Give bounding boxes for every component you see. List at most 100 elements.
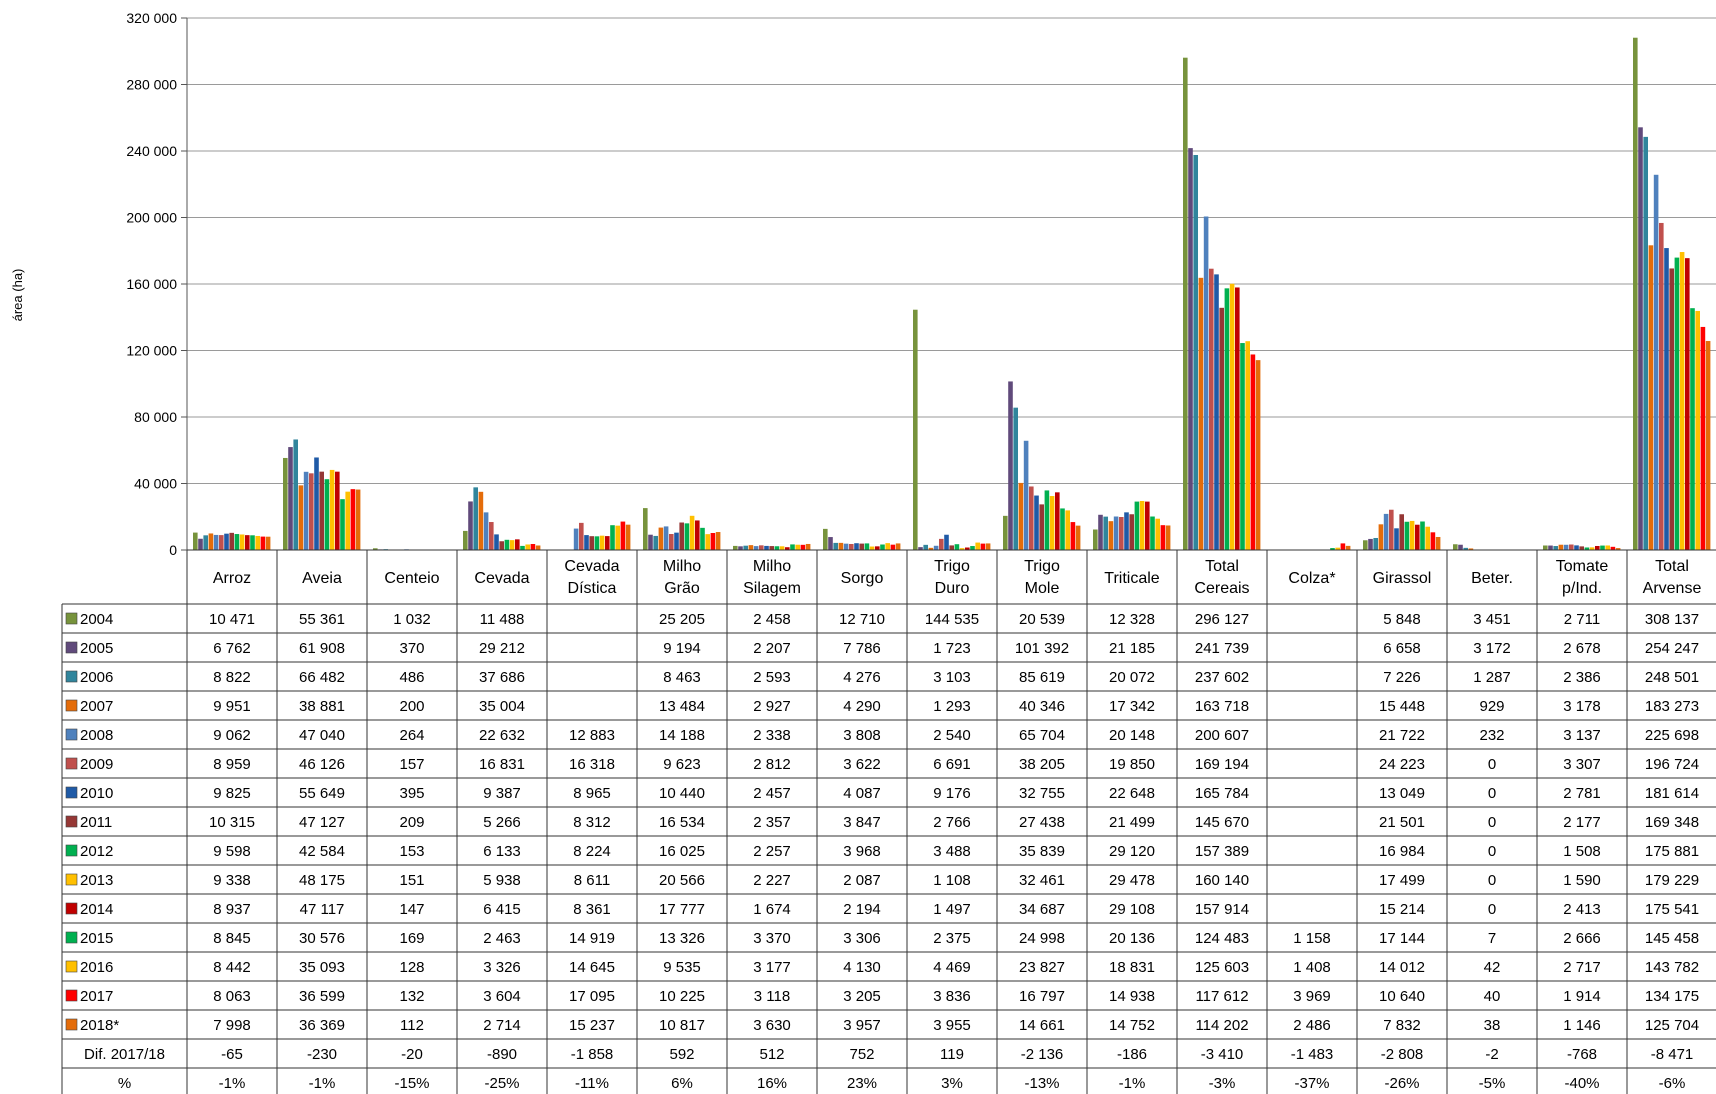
data-label: 8 312 — [573, 814, 611, 831]
bar — [1345, 545, 1351, 550]
bar — [520, 545, 525, 550]
data-label: 22 632 — [479, 727, 525, 744]
data-label: 486 — [399, 669, 424, 686]
data-label: 3 969 — [1293, 988, 1331, 1005]
data-label: 2 375 — [933, 930, 971, 947]
data-label: 3 103 — [933, 669, 971, 686]
bar — [1435, 536, 1441, 550]
data-label: 24 223 — [1379, 756, 1425, 773]
bar — [219, 535, 224, 550]
legend-key — [65, 960, 78, 973]
data-label: 14 752 — [1109, 1017, 1155, 1034]
bar — [970, 546, 975, 550]
row-label: % — [118, 1075, 131, 1092]
data-label: 3 306 — [843, 930, 881, 947]
data-label: 8 361 — [573, 901, 611, 918]
bar — [1368, 538, 1373, 550]
bar — [1659, 222, 1664, 550]
data-label: -186 — [1117, 1046, 1147, 1063]
bar — [1653, 174, 1659, 550]
data-label: -890 — [487, 1046, 517, 1063]
bar — [615, 525, 620, 550]
data-label: 13 484 — [659, 698, 705, 715]
category-label: Sorgo — [841, 570, 884, 587]
data-label: 0 — [1488, 872, 1496, 889]
category-labels: Arroz Aveia Centeio Cevada Cevada Dística Milh… — [187, 549, 1716, 597]
data-label: 10 225 — [659, 988, 705, 1005]
bar — [1108, 521, 1114, 550]
data-label: 12 883 — [569, 727, 615, 744]
bar — [769, 546, 774, 550]
category-label: Trigo — [934, 558, 970, 575]
bar — [483, 512, 489, 550]
bar — [1394, 528, 1399, 550]
data-label: 237 602 — [1195, 669, 1249, 686]
data-label: 37 686 — [479, 669, 525, 686]
data-label: 1 674 — [753, 901, 791, 918]
bar — [1589, 547, 1595, 550]
bar — [1060, 508, 1065, 550]
bar — [869, 546, 875, 550]
data-label: 85 619 — [1019, 669, 1065, 686]
data-label: 2 927 — [753, 698, 791, 715]
data-label: 3 451 — [1473, 611, 1511, 628]
y-tick-label: 280 000 — [126, 77, 177, 93]
bar — [669, 534, 674, 550]
data-label: 0 — [1488, 901, 1496, 918]
y-tick-label: 200 000 — [126, 210, 177, 226]
bar — [805, 543, 811, 550]
bar — [800, 544, 806, 550]
data-label: 248 501 — [1645, 669, 1699, 686]
data-label: -8 471 — [1651, 1046, 1694, 1063]
data-label: 1 287 — [1473, 669, 1511, 686]
category-label: Milho — [753, 558, 791, 575]
category-label: Cevada — [564, 558, 619, 575]
bar — [1685, 258, 1690, 550]
bar — [1415, 524, 1420, 550]
series-label: 2014 — [80, 901, 113, 918]
bar — [1240, 343, 1245, 550]
data-label: 3 847 — [843, 814, 881, 831]
bar — [1003, 515, 1008, 550]
data-label: 21 722 — [1379, 727, 1425, 744]
data-label: 8 224 — [573, 843, 611, 860]
bar — [1420, 521, 1425, 550]
data-label: 3% — [941, 1075, 963, 1092]
bar — [1103, 516, 1108, 550]
y-tick-label: 120 000 — [126, 343, 177, 359]
data-label: 22 648 — [1109, 785, 1155, 802]
data-label: 1 293 — [933, 698, 971, 715]
bar — [1335, 547, 1340, 550]
bar — [1648, 245, 1654, 550]
data-label: 752 — [849, 1046, 874, 1063]
bar — [1029, 486, 1034, 550]
data-label: 5 848 — [1383, 611, 1421, 628]
data-label: 42 584 — [299, 843, 345, 860]
bar — [1145, 501, 1150, 550]
bar — [1188, 148, 1193, 551]
bar — [309, 473, 314, 550]
data-label: 5 266 — [483, 814, 521, 831]
data-label: 1 497 — [933, 901, 971, 918]
data-label: 9 951 — [213, 698, 251, 715]
legend-key — [65, 641, 78, 654]
bar — [1229, 283, 1235, 550]
data-label: 18 831 — [1109, 959, 1155, 976]
data-label: 6% — [671, 1075, 693, 1092]
data-label: 147 — [399, 901, 424, 918]
bar — [1070, 522, 1076, 550]
bar — [1245, 341, 1250, 550]
data-label: 112 — [400, 1017, 424, 1034]
data-label: -25% — [484, 1075, 519, 1092]
bar — [885, 543, 890, 550]
data-label: 8 822 — [213, 669, 251, 686]
data-label: -2 808 — [1381, 1046, 1424, 1063]
bar — [1468, 548, 1474, 550]
bar — [1124, 512, 1129, 550]
data-label: 40 346 — [1019, 698, 1065, 715]
data-label: 2 711 — [1564, 611, 1600, 628]
data-label: 20 148 — [1109, 727, 1155, 744]
bar — [1235, 287, 1240, 550]
data-label: 169 348 — [1645, 814, 1699, 831]
category-label: Trigo — [1024, 558, 1060, 575]
